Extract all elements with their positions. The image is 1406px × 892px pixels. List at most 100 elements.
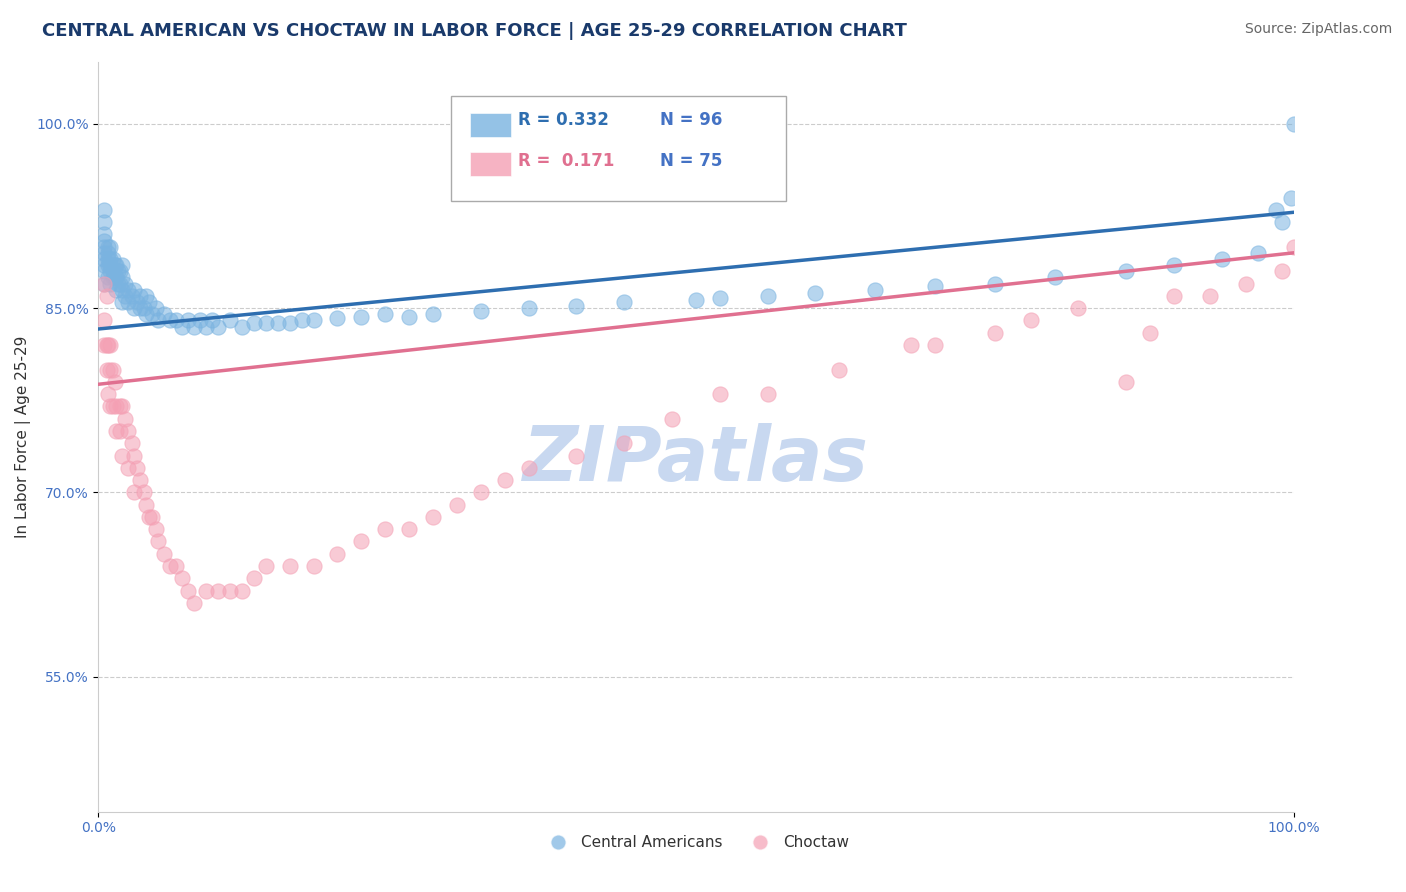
Point (613, 436, 636, 450)
Point (107, 277, 129, 291)
Point (374, 522, 396, 536)
Point (291, 313, 314, 327)
Point (398, 310, 420, 324)
Point (231, 319, 253, 334)
Point (107, 264, 129, 278)
Point (105, 270, 128, 285)
Point (93, 234, 115, 248)
Point (865, 283, 887, 297)
Point (101, 252, 124, 266)
Point (148, 534, 170, 549)
Point (98, 277, 122, 291)
Point (709, 387, 731, 401)
Point (153, 307, 176, 321)
Point (243, 316, 266, 330)
Point (124, 485, 146, 500)
Point (1271, 215, 1294, 229)
Point (93, 240, 115, 254)
Point (1247, 245, 1270, 260)
Point (517, 460, 540, 475)
Point (93, 258, 115, 272)
Point (613, 295, 636, 310)
Point (1163, 258, 1185, 272)
Point (135, 307, 157, 321)
FancyBboxPatch shape (470, 153, 510, 177)
Point (1264, 202, 1286, 217)
Point (326, 310, 349, 325)
Point (159, 559, 181, 574)
Point (117, 283, 139, 297)
Point (267, 316, 290, 330)
Point (138, 510, 160, 524)
Point (828, 362, 851, 376)
Point (105, 283, 128, 297)
Point (756, 387, 779, 401)
Text: R =  0.171: R = 0.171 (517, 153, 614, 170)
Point (121, 289, 143, 303)
Point (114, 277, 136, 291)
Point (201, 313, 224, 327)
Point (96, 362, 118, 376)
Point (1043, 270, 1066, 285)
Point (105, 258, 128, 272)
Point (141, 510, 163, 524)
Text: N = 75: N = 75 (661, 153, 723, 170)
Point (422, 510, 444, 524)
Point (97, 258, 120, 272)
Point (254, 559, 277, 574)
Point (470, 485, 492, 500)
Point (135, 498, 157, 512)
Point (924, 338, 946, 352)
Point (1271, 264, 1294, 278)
Point (104, 375, 127, 389)
Point (132, 485, 155, 500)
Point (97, 270, 120, 285)
Point (111, 283, 134, 297)
Point (98, 258, 122, 272)
Point (145, 301, 167, 315)
Point (1019, 313, 1042, 327)
Point (231, 583, 253, 598)
Point (129, 301, 152, 315)
Point (145, 522, 167, 536)
Point (1211, 252, 1233, 266)
Point (148, 313, 170, 327)
Point (93, 215, 115, 229)
Point (141, 307, 163, 321)
Point (661, 411, 683, 425)
Point (108, 400, 131, 414)
Point (104, 270, 127, 285)
Point (183, 596, 205, 610)
Point (96, 289, 118, 303)
Point (101, 400, 124, 414)
Point (125, 295, 148, 310)
Text: ZIPatlas: ZIPatlas (523, 423, 869, 497)
Text: N = 96: N = 96 (661, 112, 723, 129)
Point (302, 313, 325, 327)
Point (121, 436, 143, 450)
Point (195, 583, 218, 598)
Point (924, 279, 946, 293)
Point (129, 289, 152, 303)
Point (98, 264, 122, 278)
Point (117, 460, 139, 475)
Point (1115, 375, 1137, 389)
Point (132, 301, 155, 315)
Point (756, 289, 779, 303)
FancyBboxPatch shape (451, 96, 786, 201)
Point (1067, 301, 1090, 315)
Point (114, 411, 136, 425)
Point (165, 559, 187, 574)
Point (172, 571, 194, 585)
Text: Source: ZipAtlas.com: Source: ZipAtlas.com (1244, 22, 1392, 37)
Point (254, 316, 277, 330)
Point (111, 449, 134, 463)
Point (207, 319, 229, 334)
Point (1115, 264, 1137, 278)
Point (446, 498, 468, 512)
Point (101, 362, 124, 376)
Point (326, 547, 349, 561)
Point (97, 338, 120, 352)
Point (984, 326, 1007, 340)
Point (93, 252, 115, 266)
